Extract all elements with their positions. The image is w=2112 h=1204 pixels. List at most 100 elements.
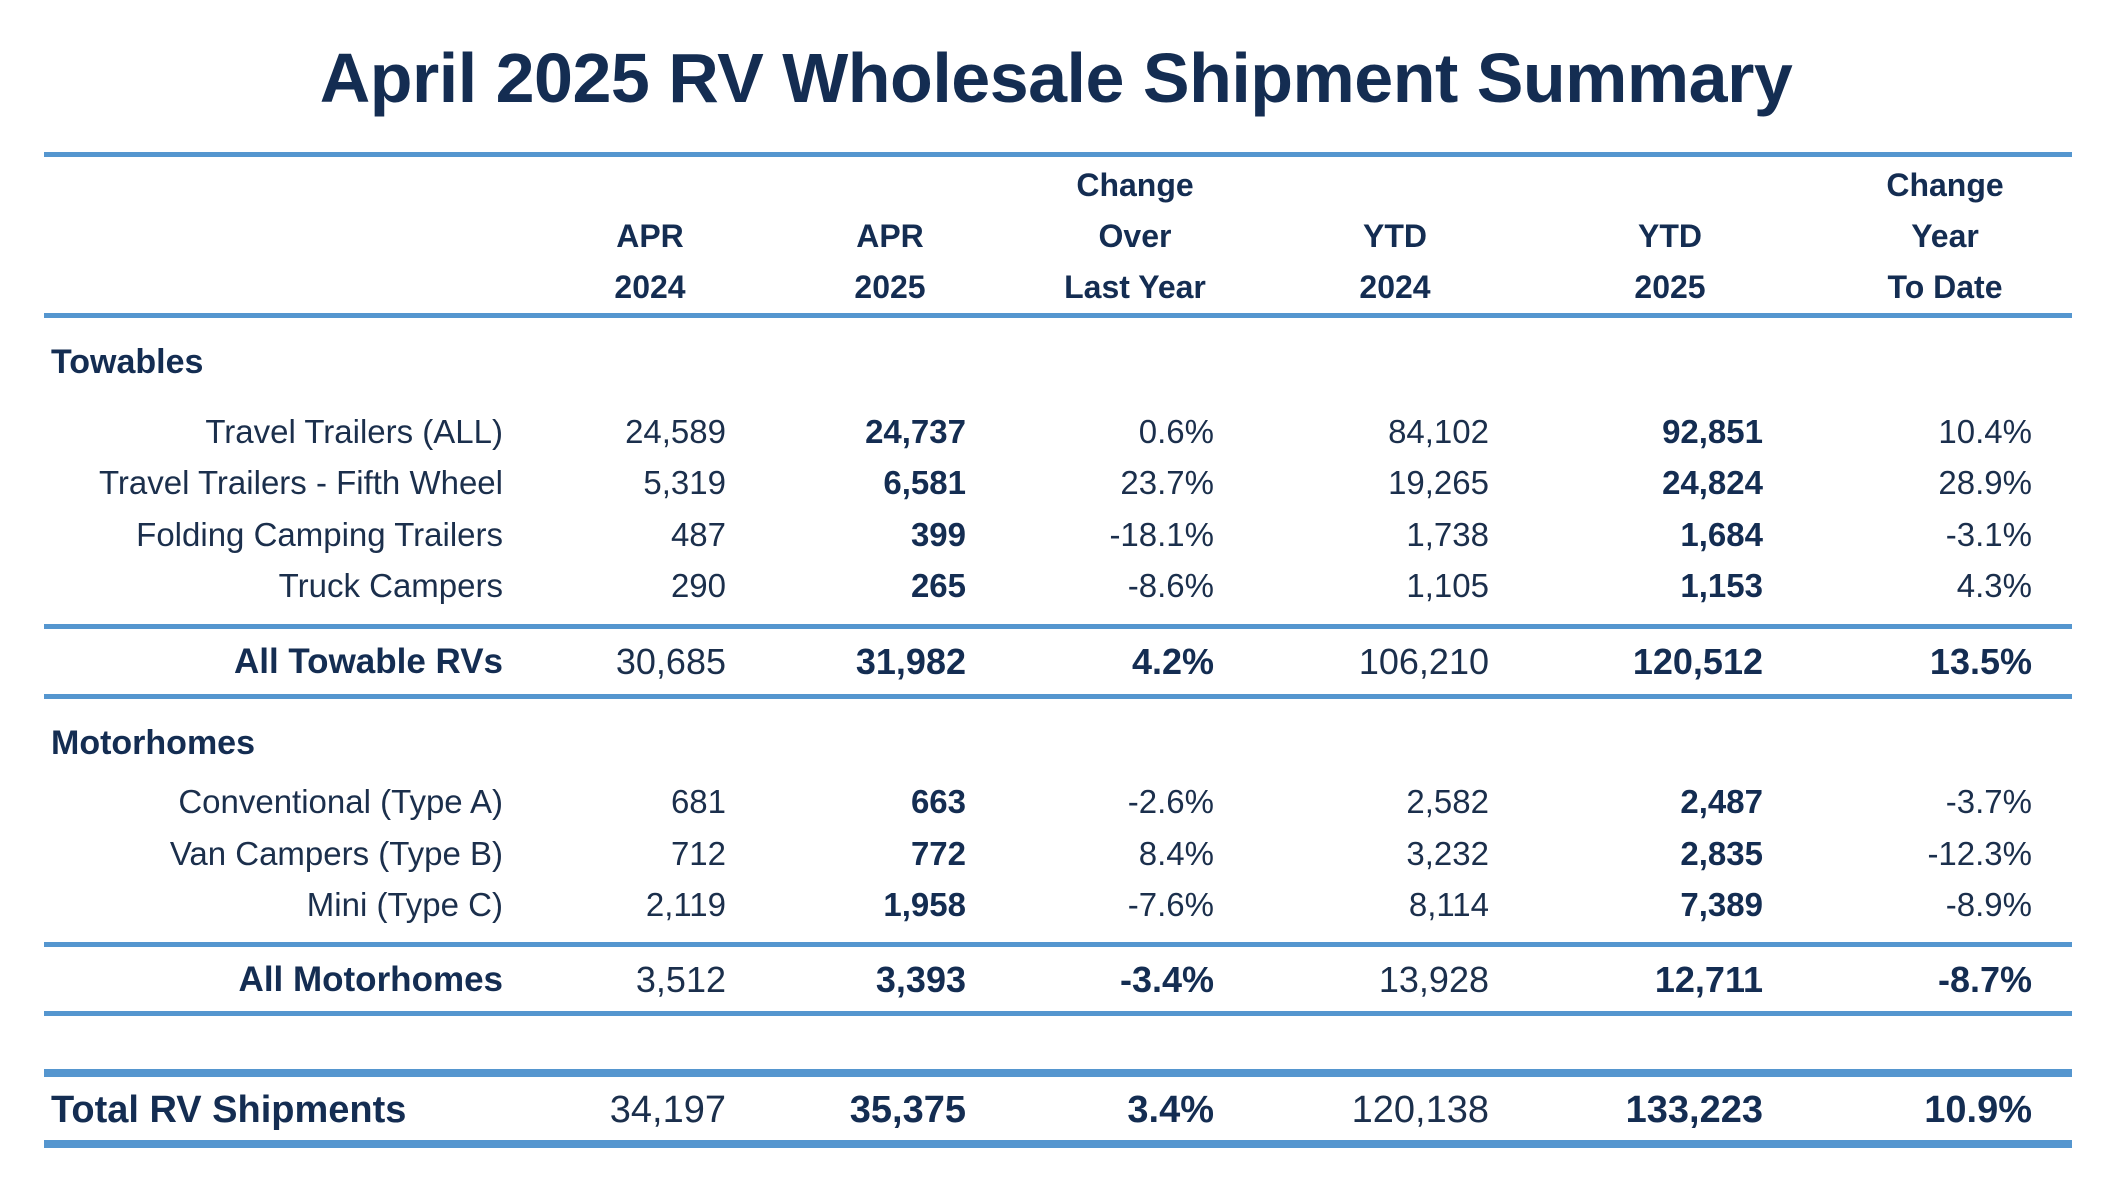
cell-ytd-2025: 2,487	[1680, 783, 1763, 820]
motorhomes-subtotal-top-rule	[44, 942, 2072, 947]
cell-ytd-2024: 120,138	[1351, 1089, 1489, 1131]
cell-change-ytd: -8.9%	[1945, 886, 2032, 923]
cell-apr-2025: 3,393	[875, 959, 966, 1000]
cell-apr-2024: 712	[670, 835, 726, 872]
cell-change-month: 4.2%	[1131, 641, 1214, 682]
cell-ytd-2024: 1,105	[1406, 567, 1489, 604]
cell-ytd-2025: 1,684	[1680, 516, 1763, 553]
cell-change-month: -7.6%	[1127, 886, 1214, 923]
cell-change-month: 8.4%	[1138, 835, 1214, 872]
cell-apr-2024: 681	[670, 783, 726, 820]
column-header-line: To Date	[1887, 269, 2003, 305]
cell-apr-2025: 663	[910, 783, 966, 820]
column-header-line	[800, 160, 980, 211]
table-row: Conventional (Type A) 681 663 -2.6% 2,58…	[0, 777, 2112, 827]
cell-ytd-2024: 8,114	[1408, 886, 1489, 923]
cell-change-ytd: -3.1%	[1945, 516, 2032, 553]
column-header-apr-2025: APR 2025	[800, 160, 980, 313]
header-top-rule	[44, 152, 2072, 157]
row-label: All Towable RVs	[233, 642, 503, 681]
row-label: Folding Camping Trailers	[136, 516, 503, 553]
row-label: Truck Campers	[278, 567, 503, 604]
column-header-line: 2024	[614, 269, 686, 305]
cell-ytd-2025: 92,851	[1662, 413, 1763, 450]
table-row: Van Campers (Type B) 712 772 8.4% 3,232 …	[0, 829, 2112, 879]
cell-ytd-2025: 120,512	[1632, 641, 1763, 682]
column-header-line: APR	[856, 218, 924, 254]
row-label: Travel Trailers - Fifth Wheel	[98, 464, 503, 501]
cell-change-month: 23.7%	[1120, 464, 1214, 501]
row-label: All Motorhomes	[238, 960, 503, 999]
cell-ytd-2025: 133,223	[1625, 1089, 1763, 1131]
cell-ytd-2024: 1,738	[1406, 516, 1489, 553]
cell-apr-2024: 24,589	[625, 413, 726, 450]
cell-change-month: -18.1%	[1109, 516, 1214, 553]
towables-subtotal-bottom-rule	[44, 694, 2072, 699]
cell-ytd-2024: 2,582	[1406, 783, 1489, 820]
cell-ytd-2025: 24,824	[1662, 464, 1763, 501]
column-header-line: YTD	[1638, 218, 1702, 254]
cell-change-month: 3.4%	[1127, 1089, 1214, 1131]
cell-change-ytd: 4.3%	[1956, 567, 2032, 604]
subtotal-row-motorhomes: All Motorhomes 3,512 3,393 -3.4% 13,928 …	[0, 955, 2112, 1005]
page-title: April 2025 RV Wholesale Shipment Summary	[319, 39, 1793, 117]
column-header-line: Year	[1911, 218, 1979, 254]
cell-ytd-2024: 19,265	[1388, 464, 1489, 501]
column-header-line: Last Year	[1064, 269, 1206, 305]
cell-change-month: -3.4%	[1119, 959, 1214, 1000]
table-row: Travel Trailers - Fifth Wheel 5,319 6,58…	[0, 458, 2112, 508]
cell-change-month: -8.6%	[1127, 567, 1214, 604]
cell-change-ytd: 10.9%	[1924, 1089, 2032, 1131]
cell-apr-2024: 5,319	[643, 464, 726, 501]
column-header-line	[1305, 160, 1485, 211]
cell-apr-2025: 772	[910, 835, 966, 872]
cell-apr-2025: 6,581	[883, 464, 966, 501]
section-heading-motorhomes: Motorhomes	[51, 724, 255, 762]
row-label: Total RV Shipments	[51, 1089, 407, 1131]
cell-change-ytd: 28.9%	[1938, 464, 2032, 501]
column-header-line: 2024	[1359, 269, 1431, 305]
cell-change-ytd: -3.7%	[1945, 783, 2032, 820]
cell-apr-2025: 1,958	[883, 886, 966, 923]
cell-ytd-2024: 3,232	[1406, 835, 1489, 872]
column-header-change-over-last-year: Change Over Last Year	[1020, 160, 1250, 313]
cell-change-ytd: -8.7%	[1937, 959, 2032, 1000]
column-header-line: YTD	[1363, 218, 1427, 254]
total-bottom-rule	[44, 1140, 2072, 1148]
column-header-ytd-2025: YTD 2025	[1580, 160, 1760, 313]
cell-change-ytd: 10.4%	[1938, 413, 2032, 450]
cell-apr-2025: 35,375	[849, 1089, 966, 1131]
column-header-line: Change	[1076, 167, 1194, 203]
cell-apr-2024: 290	[670, 567, 726, 604]
cell-apr-2024: 30,685	[615, 641, 726, 682]
cell-ytd-2025: 7,389	[1680, 886, 1763, 923]
column-header-change-year-to-date: Change Year To Date	[1835, 160, 2055, 313]
cell-ytd-2024: 13,928	[1378, 959, 1489, 1000]
table-row: Mini (Type C) 2,119 1,958 -7.6% 8,114 7,…	[0, 880, 2112, 930]
column-header-line: 2025	[1634, 269, 1706, 305]
column-header-line	[1580, 160, 1760, 211]
row-label: Travel Trailers (ALL)	[205, 413, 503, 450]
column-header-line: Over	[1098, 218, 1172, 254]
column-header-line: Change	[1886, 167, 2004, 203]
cell-apr-2025: 265	[910, 567, 966, 604]
motorhomes-subtotal-bottom-rule	[44, 1011, 2072, 1016]
cell-ytd-2024: 106,210	[1358, 641, 1489, 682]
row-label: Van Campers (Type B)	[169, 835, 503, 872]
table-row: Truck Campers 290 265 -8.6% 1,105 1,153 …	[0, 561, 2112, 611]
cell-apr-2025: 24,737	[865, 413, 966, 450]
column-header-line	[560, 160, 740, 211]
column-header-line: APR	[616, 218, 684, 254]
column-header-line: 2025	[854, 269, 926, 305]
cell-apr-2024: 3,512	[635, 959, 726, 1000]
subtotal-row-towables: All Towable RVs 30,685 31,982 4.2% 106,2…	[0, 637, 2112, 687]
cell-apr-2024: 487	[670, 516, 726, 553]
cell-apr-2024: 2,119	[645, 886, 726, 923]
table-row: Folding Camping Trailers 487 399 -18.1% …	[0, 510, 2112, 560]
total-top-rule	[44, 1069, 2072, 1077]
header-bottom-rule	[44, 313, 2072, 318]
table-row: Travel Trailers (ALL) 24,589 24,737 0.6%…	[0, 407, 2112, 457]
column-header-apr-2024: APR 2024	[560, 160, 740, 313]
section-heading-towables: Towables	[51, 343, 204, 381]
cell-apr-2024: 34,197	[609, 1089, 726, 1131]
